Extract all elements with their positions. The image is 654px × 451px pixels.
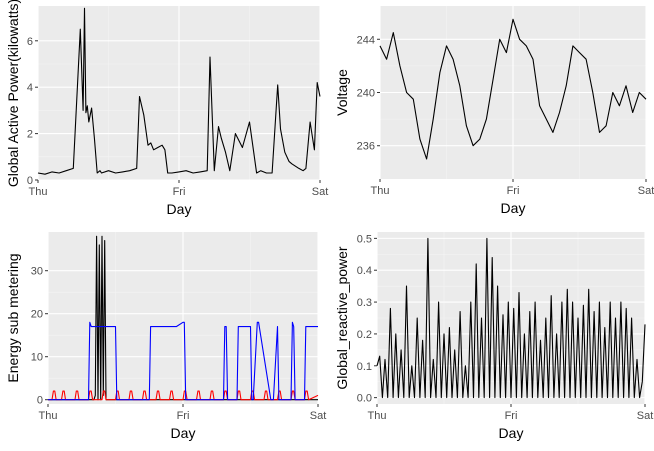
series-line-2	[48, 390, 319, 401]
y-tick-label: 30	[31, 266, 43, 278]
x-tick-label: Thu	[368, 410, 387, 422]
x-tick-label: Sat	[312, 186, 329, 198]
series-line-1	[379, 18, 647, 160]
y-tick-label: 240	[357, 88, 375, 100]
y-axis-title: Voltage	[334, 69, 350, 116]
x-tick-label: Thu	[39, 410, 58, 422]
series-line-3	[48, 321, 318, 401]
series-line-1	[376, 237, 646, 399]
y-tick-label: 0.2	[357, 329, 372, 341]
y-tick-label: 2	[27, 129, 33, 141]
x-tick-label: Thu	[29, 186, 48, 198]
y-tick-label: 20	[31, 309, 43, 321]
series-line-1	[37, 7, 321, 175]
y-tick-label: 0.1	[357, 361, 372, 373]
y-tick-label: 4	[27, 82, 33, 94]
x-axis-title: Day	[171, 425, 196, 441]
x-tick-label: Fri	[507, 185, 520, 197]
y-tick-label: 236	[357, 141, 375, 153]
y-axis-title: Global Active Power(kilowatts)	[5, 0, 21, 187]
x-tick-label: Fri	[505, 410, 518, 422]
y-tick-label: 6	[27, 36, 33, 48]
y-tick-label: 0.0	[357, 393, 372, 405]
panel-p4: Thu Fri Sat 0.0 0.1 0.2 0.3 0.4 0.5 Day Global_rea…	[334, 232, 653, 441]
panel-p2: Thu Fri Sat 236 240 244 Day Voltage	[334, 6, 654, 216]
x-tick-label: Thu	[371, 185, 390, 197]
y-tick-label: 0	[27, 175, 33, 187]
y-tick-label: 0.5	[357, 233, 372, 245]
y-axis-title: Energy sub metering	[5, 253, 21, 382]
x-tick-label: Sat	[638, 185, 654, 197]
x-axis-title: Day	[501, 200, 526, 216]
x-tick-label: Fri	[173, 186, 186, 198]
panel-p1: Thu Fri Sat 0 2 4 6 Day Global Active Power(kilo…	[5, 0, 328, 217]
x-axis-title: Day	[499, 425, 524, 441]
x-tick-label: Sat	[637, 410, 654, 422]
y-tick-label: 0.3	[357, 297, 372, 309]
y-tick-label: 10	[31, 352, 43, 364]
y-tick-label: 0.4	[357, 265, 372, 277]
y-tick-label: 0	[37, 395, 43, 407]
x-tick-label: Fri	[177, 410, 190, 422]
x-axis-title: Day	[167, 201, 192, 217]
y-tick-label: 244	[357, 34, 375, 46]
panel-p3: Thu Fri Sat 0 10 20 30 Day Energy sub metering	[5, 232, 326, 441]
y-axis-title: Global_reactive_power	[334, 246, 350, 390]
x-tick-label: Sat	[310, 410, 327, 422]
